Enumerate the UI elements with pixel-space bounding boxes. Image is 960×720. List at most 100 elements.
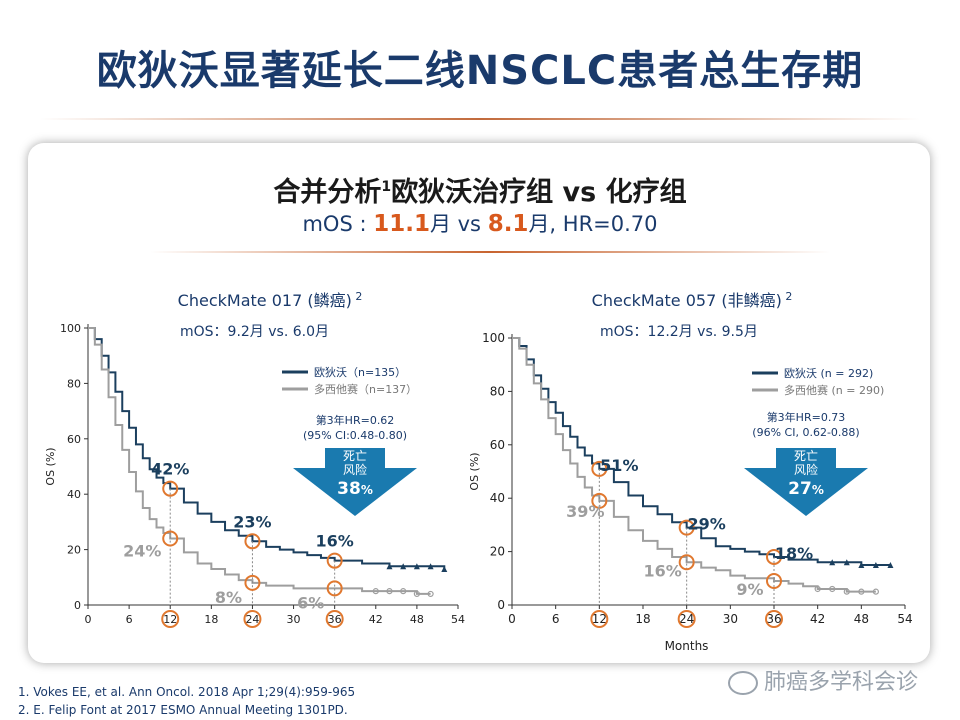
x-tick-label: 24 bbox=[679, 612, 694, 626]
x-tick-label: 54 bbox=[897, 612, 912, 626]
mos-suffix: 月, HR=0.70 bbox=[528, 212, 658, 236]
y-tick-label: 60 bbox=[67, 433, 81, 446]
x-tick-label: 12 bbox=[592, 612, 607, 626]
risk-reduction-arrow bbox=[293, 448, 417, 516]
arrow-value-number: 38 bbox=[337, 479, 361, 499]
landmark-circle bbox=[678, 519, 695, 536]
data-label-docetaxel: 8% bbox=[215, 588, 242, 607]
x-tick-label: 48 bbox=[854, 612, 869, 626]
landmark-circle bbox=[591, 460, 608, 477]
legend-label: 多西他赛（n=137） bbox=[314, 382, 417, 396]
title-divider bbox=[40, 118, 920, 120]
arrow-text-line1: 死亡 bbox=[343, 449, 367, 463]
hr-ci-text: (96% CI, 0.62-0.88) bbox=[752, 426, 859, 439]
x-tick-label: 12 bbox=[163, 613, 177, 626]
landmark-circle bbox=[766, 572, 782, 589]
x-tick-label: 36 bbox=[766, 612, 781, 626]
censor-mark-nivolumab bbox=[872, 561, 879, 568]
pooled-heading-rest: 欧狄沃治疗组 vs 化疗组 bbox=[391, 177, 687, 208]
x-tick-label: 6 bbox=[552, 612, 560, 626]
y-tick-label: 60 bbox=[490, 438, 505, 452]
hr-text: 第3年HR=0.62 bbox=[316, 413, 395, 427]
landmark-circle bbox=[162, 480, 179, 497]
data-label-docetaxel: 16% bbox=[644, 561, 682, 580]
mos-mid: 月 vs bbox=[429, 212, 488, 236]
legend-label: 多西他赛 (n = 290) bbox=[784, 383, 884, 397]
x-tick-label: 54 bbox=[451, 613, 465, 626]
censor-mark-docetaxel bbox=[872, 588, 879, 595]
pooled-heading-text: 合并分析 bbox=[273, 177, 382, 208]
study-mos: mOS：12.2月 vs. 9.5月 bbox=[600, 324, 758, 340]
arrow-value-unit: % bbox=[361, 483, 373, 497]
x-tick-label: 42 bbox=[810, 612, 825, 626]
page-title: 欧狄沃显著延长二线NSCLC患者总生存期 bbox=[96, 48, 864, 94]
y-tick-label: 40 bbox=[490, 491, 505, 505]
hr-ci-text: (95% CI:0.48-0.80) bbox=[303, 429, 407, 442]
landmark-tick-circle bbox=[325, 610, 344, 628]
censor-mark-nivolumab bbox=[843, 559, 850, 566]
arrow-value-number: 27 bbox=[788, 479, 812, 499]
pooled-heading-sup: 1 bbox=[381, 179, 392, 195]
x-tick-label: 42 bbox=[369, 613, 383, 626]
study-title-sup: 2 bbox=[352, 290, 363, 303]
arrow-value: 27% bbox=[788, 479, 824, 499]
landmark-circle bbox=[326, 580, 343, 597]
watermark: 肺癌多学科会诊 bbox=[728, 664, 918, 696]
x-tick-label: 30 bbox=[287, 613, 301, 626]
censor-mark-nivolumab bbox=[400, 563, 407, 570]
y-tick-label: 20 bbox=[490, 545, 505, 559]
reference-1: 1. Vokes EE, et al. Ann Oncol. 2018 Apr … bbox=[18, 685, 356, 699]
landmark-circle bbox=[244, 533, 261, 550]
landmark-circle bbox=[766, 548, 782, 565]
x-tick-label: 0 bbox=[85, 613, 92, 626]
mos-prefix: mOS : bbox=[302, 212, 374, 236]
y-tick-label: 100 bbox=[60, 322, 81, 335]
reference-2: 2. E. Felip Font at 2017 ESMO Annual Mee… bbox=[18, 703, 348, 717]
landmark-tick-circle bbox=[677, 610, 696, 628]
censor-mark-docetaxel bbox=[829, 585, 836, 593]
censor-mark-docetaxel bbox=[372, 588, 379, 595]
x-tick-label: 18 bbox=[204, 613, 218, 626]
pooled-mos-line: mOS : 11.1月 vs 8.1月, HR=0.70 bbox=[0, 208, 960, 238]
data-label-nivolumab: 29% bbox=[688, 515, 726, 534]
censor-mark-docetaxel bbox=[400, 588, 407, 595]
data-label-docetaxel: 39% bbox=[566, 502, 604, 521]
censor-mark-nivolumab bbox=[441, 565, 448, 572]
x-tick-label: 36 bbox=[328, 613, 342, 626]
x-tick-label: 6 bbox=[126, 613, 133, 626]
series-line-docetaxel bbox=[88, 327, 431, 595]
data-label-nivolumab: 23% bbox=[233, 512, 271, 531]
arrow-value: 38% bbox=[337, 479, 373, 499]
y-tick-label: 80 bbox=[67, 377, 81, 390]
censor-mark-nivolumab bbox=[427, 563, 434, 570]
data-label-nivolumab: 42% bbox=[151, 460, 189, 479]
mos-chemo-value: 8.1 bbox=[487, 211, 529, 237]
km-chart-checkmate057: CheckMate 057 (非鳞癌) 2 mOS：12.2月 vs. 9.5月 0… bbox=[468, 290, 913, 653]
landmark-tick-circle bbox=[765, 610, 783, 628]
arrow-text-line2: 风险 bbox=[794, 462, 818, 477]
x-tick-label: 18 bbox=[635, 612, 650, 626]
risk-reduction-arrow bbox=[744, 448, 868, 516]
censor-mark-docetaxel bbox=[386, 588, 393, 595]
y-axis-label: OS (%) bbox=[468, 452, 481, 490]
censor-mark-docetaxel bbox=[843, 588, 850, 595]
study-title-sup: 2 bbox=[782, 290, 793, 303]
data-label-docetaxel: 6% bbox=[297, 593, 324, 612]
watermark-text: 肺癌多学科会诊 bbox=[764, 670, 919, 695]
subtitle-divider bbox=[150, 251, 830, 253]
references: 1. Vokes EE, et al. Ann Oncol. 2018 Apr … bbox=[18, 683, 355, 719]
arrow-text-line2: 风险 bbox=[343, 462, 367, 477]
x-axis-label: Months bbox=[665, 639, 709, 653]
x-tick-label: 30 bbox=[723, 612, 738, 626]
censor-mark-nivolumab bbox=[829, 559, 836, 566]
x-tick-label: 24 bbox=[245, 613, 259, 626]
series-line-docetaxel bbox=[512, 337, 876, 593]
censor-mark-docetaxel bbox=[427, 590, 434, 598]
y-tick-label: 100 bbox=[482, 331, 505, 345]
censor-mark-docetaxel bbox=[858, 588, 865, 595]
wechat-icon bbox=[728, 671, 758, 695]
censor-mark-nivolumab bbox=[858, 561, 865, 568]
study-title-text: CheckMate 017 (鳞癌) bbox=[178, 291, 352, 310]
y-tick-label: 0 bbox=[497, 598, 505, 612]
